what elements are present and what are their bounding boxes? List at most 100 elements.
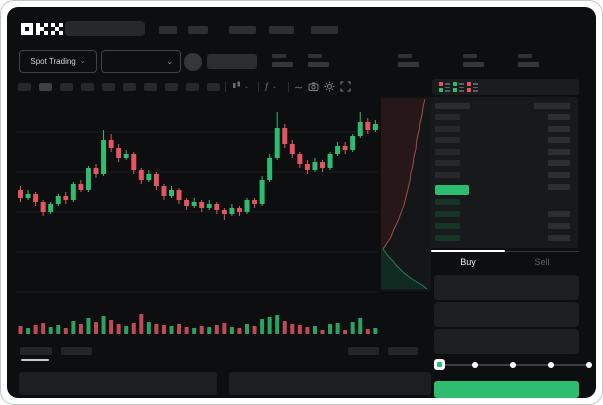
sell-tab[interactable]: Sell [534, 257, 550, 267]
stat-value-bar [308, 62, 329, 67]
logo-letter [36, 23, 48, 35]
price-chart[interactable] [16, 96, 378, 336]
nav-item[interactable] [188, 26, 208, 34]
timeframe-button[interactable] [186, 83, 199, 91]
bid-row-amount-bar [548, 211, 570, 217]
timeframe-button[interactable] [207, 83, 220, 91]
chart-tab[interactable] [20, 347, 52, 355]
logo-pixel [59, 31, 63, 35]
avatar[interactable] [184, 53, 202, 71]
account-pill[interactable] [207, 54, 257, 69]
ask-row-price-bar[interactable] [435, 137, 460, 143]
pair-selector-dropdown[interactable]: ⌄ [101, 50, 181, 73]
timeframe-button[interactable] [18, 83, 31, 91]
stat-value-bar [398, 62, 419, 67]
ob-icon-line [473, 86, 478, 88]
ob-icon-squares [439, 82, 443, 92]
price-input[interactable] [434, 275, 579, 300]
ob-icon-squares [467, 82, 471, 92]
ob-icon-line [459, 83, 464, 85]
timeframe-button[interactable] [165, 83, 178, 91]
slider-dot[interactable] [548, 362, 554, 368]
ob-icon-lines [445, 82, 450, 92]
stat-label-bar [308, 54, 322, 58]
ob-icon-square [467, 82, 471, 86]
chart-tab[interactable] [388, 347, 418, 355]
timeframe-button[interactable] [123, 83, 136, 91]
chevron-down-icon: ⌄ [272, 83, 278, 90]
logo-pixel [36, 23, 40, 27]
market-stat [518, 54, 540, 68]
nav-item[interactable] [229, 26, 256, 34]
ob-view-combined-icon[interactable] [439, 82, 451, 92]
ob-icon-line [473, 83, 478, 85]
ob-icon-line [473, 90, 478, 92]
ob-view-asks-icon[interactable] [467, 82, 479, 92]
logo-letter [51, 23, 63, 35]
submit-buy-button[interactable] [434, 381, 579, 398]
gear-icon[interactable] [324, 81, 335, 92]
ob-icon-line [459, 90, 464, 92]
ob-icon-lines [459, 82, 464, 92]
camera-icon[interactable] [308, 81, 319, 92]
logo-pixel [29, 27, 33, 31]
timeframe-button[interactable] [81, 83, 94, 91]
timeframe-button[interactable] [102, 83, 115, 91]
chart-tab[interactable] [348, 347, 379, 355]
amount-column-header-bar [534, 103, 570, 109]
chevron-down-icon: ⌄ [244, 83, 250, 90]
bid-row-price-bar[interactable] [435, 211, 460, 217]
history-table-placeholder [229, 372, 431, 395]
nav-item[interactable] [269, 26, 294, 34]
candle-style-dropdown[interactable]: ⌄ [232, 81, 249, 91]
total-input[interactable] [434, 329, 579, 354]
ask-row-amount-bar [548, 149, 570, 155]
curve-icon[interactable]: ∼ [294, 82, 304, 94]
market-type-dropdown[interactable]: Spot Trading ⌄ [19, 50, 97, 73]
search-input[interactable] [65, 21, 145, 36]
logo-pixel [21, 23, 25, 27]
ob-view-bids-icon[interactable] [453, 82, 465, 92]
amount-input[interactable] [434, 302, 579, 327]
logo-pixel [29, 31, 33, 35]
ask-row-price-bar[interactable] [435, 114, 460, 120]
depth-chart[interactable] [381, 97, 431, 291]
buy-tab[interactable]: Buy [460, 257, 476, 267]
ask-row-price-bar[interactable] [435, 126, 460, 132]
slider-dot[interactable] [472, 362, 478, 368]
stat-value-bar [518, 62, 539, 67]
ask-row-price-bar[interactable] [435, 160, 460, 166]
bid-row-price-bar[interactable] [435, 235, 460, 241]
timeframe-button[interactable] [60, 83, 73, 91]
slider-dot[interactable] [586, 362, 592, 368]
slider-handle[interactable] [434, 359, 445, 370]
indicators-dropdown[interactable]: ƒ ⌄ [264, 81, 277, 91]
market-stat [463, 54, 485, 68]
nav-item[interactable] [159, 26, 177, 34]
bid-row-price-bar[interactable] [435, 199, 460, 205]
slider-dot[interactable] [510, 362, 516, 368]
ob-icon-line [445, 86, 450, 88]
chart-tab[interactable] [61, 347, 92, 355]
bid-row-amount-bar [548, 223, 570, 229]
logo-pixel [44, 23, 48, 27]
bid-row-price-bar[interactable] [435, 223, 460, 229]
ask-row-price-bar[interactable] [435, 149, 460, 155]
nav-item[interactable] [311, 26, 338, 34]
toolbar-divider [225, 82, 226, 92]
okx-logo[interactable] [21, 23, 63, 35]
ob-icon-lines [473, 82, 478, 92]
market-stat [272, 54, 294, 68]
ob-icon-square [467, 88, 471, 92]
chevron-down-icon: ⌄ [166, 57, 173, 66]
fullscreen-icon[interactable] [340, 81, 351, 92]
timeframe-button[interactable] [144, 83, 157, 91]
logo-pixel [25, 23, 29, 27]
toolbar-divider [288, 82, 289, 92]
ob-icon-line [445, 83, 450, 85]
last-price-bar[interactable] [435, 185, 469, 195]
candlestick-icon [233, 81, 240, 88]
ask-row-price-bar[interactable] [435, 172, 460, 178]
ask-row-amount-bar [548, 160, 570, 166]
timeframe-button[interactable] [39, 83, 52, 91]
